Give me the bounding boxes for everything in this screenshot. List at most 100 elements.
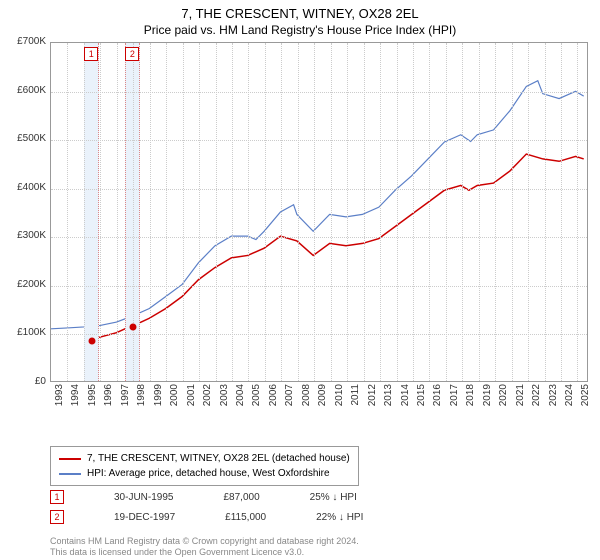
gridline-v bbox=[232, 43, 233, 381]
gridline-v bbox=[446, 43, 447, 381]
gridline-v bbox=[397, 43, 398, 381]
x-tick-label: 1998 bbox=[136, 384, 147, 414]
plot-area: 12 bbox=[50, 42, 588, 382]
sale-row-2: 2 19-DEC-1997 £115,000 22% ↓ HPI bbox=[50, 510, 363, 524]
gridline-v bbox=[166, 43, 167, 381]
sale-date: 19-DEC-1997 bbox=[114, 512, 175, 523]
sale-band bbox=[84, 43, 99, 381]
x-tick-label: 2006 bbox=[268, 384, 279, 414]
chart-subtitle: Price paid vs. HM Land Registry's House … bbox=[0, 21, 600, 41]
legend-item: HPI: Average price, detached house, West… bbox=[59, 466, 350, 481]
x-tick-label: 2019 bbox=[482, 384, 493, 414]
legend-label: HPI: Average price, detached house, West… bbox=[87, 466, 330, 481]
footer-line-1: Contains HM Land Registry data © Crown c… bbox=[50, 536, 359, 547]
footer-line-2: This data is licensed under the Open Gov… bbox=[50, 547, 359, 558]
legend-swatch bbox=[59, 458, 81, 460]
x-tick-label: 1997 bbox=[120, 384, 131, 414]
sale-row-1: 130-JUN-1995£87,00025% ↓ HPI bbox=[50, 490, 357, 504]
x-tick-label: 1995 bbox=[87, 384, 98, 414]
chart-title: 7, THE CRESCENT, WITNEY, OX28 2EL bbox=[0, 0, 600, 21]
gridline-v bbox=[314, 43, 315, 381]
x-tick-label: 1996 bbox=[103, 384, 114, 414]
legend-swatch bbox=[59, 473, 81, 475]
x-tick-label: 2007 bbox=[284, 384, 295, 414]
sale-dot bbox=[89, 337, 96, 344]
sale-number-box: 1 bbox=[50, 490, 64, 504]
x-tick-label: 2014 bbox=[400, 384, 411, 414]
x-tick-label: 2011 bbox=[350, 384, 361, 414]
y-tick-label: £300K bbox=[4, 230, 46, 241]
gridline-v bbox=[528, 43, 529, 381]
y-tick-label: £700K bbox=[4, 36, 46, 47]
gridline-v bbox=[495, 43, 496, 381]
gridline-v bbox=[577, 43, 578, 381]
x-tick-label: 2021 bbox=[515, 384, 526, 414]
gridline-h bbox=[51, 140, 587, 141]
y-tick-label: £500K bbox=[4, 133, 46, 144]
legend: 7, THE CRESCENT, WITNEY, OX28 2EL (detac… bbox=[50, 446, 359, 486]
x-tick-label: 1999 bbox=[153, 384, 164, 414]
gridline-v bbox=[150, 43, 151, 381]
sale-marker: 1 bbox=[84, 47, 98, 61]
sale-marker: 2 bbox=[125, 47, 139, 61]
gridline-v bbox=[380, 43, 381, 381]
x-tick-label: 2016 bbox=[432, 384, 443, 414]
y-tick-label: £0 bbox=[4, 376, 46, 387]
gridline-v bbox=[248, 43, 249, 381]
gridline-v bbox=[331, 43, 332, 381]
gridline-v bbox=[100, 43, 101, 381]
x-tick-label: 2013 bbox=[383, 384, 394, 414]
gridline-v bbox=[347, 43, 348, 381]
x-tick-label: 2023 bbox=[548, 384, 559, 414]
x-tick-label: 2002 bbox=[202, 384, 213, 414]
gridline-v bbox=[67, 43, 68, 381]
x-tick-label: 1993 bbox=[54, 384, 65, 414]
legend-item: 7, THE CRESCENT, WITNEY, OX28 2EL (detac… bbox=[59, 451, 350, 466]
legend-label: 7, THE CRESCENT, WITNEY, OX28 2EL (detac… bbox=[87, 451, 350, 466]
gridline-v bbox=[199, 43, 200, 381]
gridline-v bbox=[265, 43, 266, 381]
sale-dot bbox=[129, 324, 136, 331]
sale-number-box: 2 bbox=[50, 510, 64, 524]
x-tick-label: 2012 bbox=[367, 384, 378, 414]
x-tick-label: 2004 bbox=[235, 384, 246, 414]
chart-area: 12 £0£100K£200K£300K£400K£500K£600K£700K… bbox=[0, 42, 600, 412]
gridline-h bbox=[51, 189, 587, 190]
sale-pct: 22% ↓ HPI bbox=[316, 512, 363, 523]
gridline-v bbox=[512, 43, 513, 381]
x-tick-label: 2005 bbox=[251, 384, 262, 414]
x-tick-label: 2020 bbox=[498, 384, 509, 414]
gridline-v bbox=[462, 43, 463, 381]
y-tick-label: £100K bbox=[4, 327, 46, 338]
x-tick-label: 2003 bbox=[219, 384, 230, 414]
footer-attribution: Contains HM Land Registry data © Crown c… bbox=[50, 536, 359, 558]
y-tick-label: £200K bbox=[4, 279, 46, 290]
y-tick-label: £600K bbox=[4, 85, 46, 96]
gridline-v bbox=[364, 43, 365, 381]
x-tick-label: 2025 bbox=[580, 384, 591, 414]
gridline-v bbox=[429, 43, 430, 381]
gridline-h bbox=[51, 92, 587, 93]
x-tick-label: 2009 bbox=[317, 384, 328, 414]
x-tick-label: 2018 bbox=[465, 384, 476, 414]
sale-date: 30-JUN-1995 bbox=[114, 492, 173, 503]
gridline-v bbox=[216, 43, 217, 381]
x-tick-label: 2000 bbox=[169, 384, 180, 414]
gridline-v bbox=[183, 43, 184, 381]
x-tick-label: 2010 bbox=[334, 384, 345, 414]
sale-price: £115,000 bbox=[225, 512, 266, 523]
gridline-v bbox=[545, 43, 546, 381]
x-tick-label: 2024 bbox=[564, 384, 575, 414]
gridline-v bbox=[281, 43, 282, 381]
gridline-h bbox=[51, 286, 587, 287]
gridline-v bbox=[561, 43, 562, 381]
gridline-v bbox=[413, 43, 414, 381]
x-tick-label: 2008 bbox=[301, 384, 312, 414]
x-tick-label: 2017 bbox=[449, 384, 460, 414]
gridline-v bbox=[117, 43, 118, 381]
x-tick-label: 2015 bbox=[416, 384, 427, 414]
gridline-h bbox=[51, 334, 587, 335]
sale-pct: 25% ↓ HPI bbox=[310, 492, 357, 503]
x-tick-label: 1994 bbox=[70, 384, 81, 414]
gridline-v bbox=[479, 43, 480, 381]
